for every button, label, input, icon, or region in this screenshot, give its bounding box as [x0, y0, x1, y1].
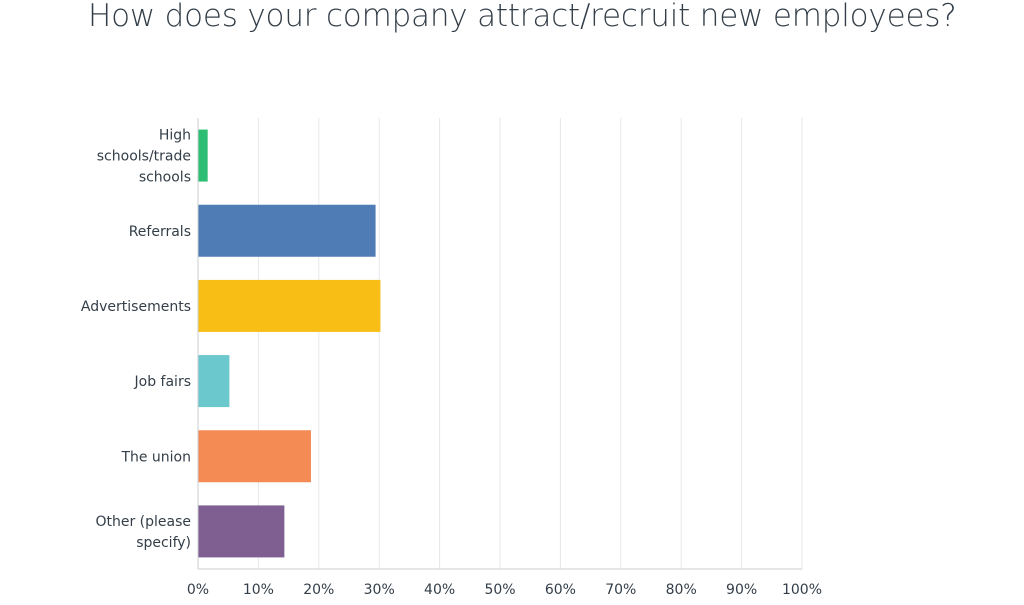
category-label-line: Advertisements [81, 299, 191, 315]
category-label: High schools/trade schools [97, 128, 191, 186]
category-label: The union [120, 449, 191, 465]
gridlines [257, 118, 803, 569]
chart-title: How does your company attract/recruit ne… [88, 0, 957, 34]
category-label-line: specify) [136, 535, 191, 551]
category-label-line: schools [139, 170, 191, 186]
bars [198, 129, 381, 558]
category-label-line: Referrals [129, 224, 191, 240]
bar-0 [198, 129, 208, 182]
category-label-line: The union [120, 449, 191, 465]
category-label-line: High [159, 128, 191, 144]
x-tick-label: 60% [545, 582, 576, 598]
x-tick-label: 50% [484, 582, 515, 598]
x-tick-label: 30% [364, 582, 395, 598]
category-label-line: Job fairs [134, 374, 191, 390]
x-tick-label: 0% [187, 582, 209, 598]
x-tick-label: 20% [303, 582, 334, 598]
x-tick-label: 70% [605, 582, 636, 598]
x-tick-label: 10% [243, 582, 274, 598]
category-label: Job fairs [134, 374, 191, 390]
category-labels: High schools/trade schools Referrals Adverti… [81, 128, 191, 551]
x-tick-label: 80% [666, 582, 697, 598]
x-tick-label: 90% [726, 582, 757, 598]
bar-3 [198, 355, 230, 408]
bar-1 [198, 204, 376, 257]
x-tick-label: 40% [424, 582, 455, 598]
category-label: Other (please specify) [95, 514, 191, 551]
category-label-line: schools/trade [97, 149, 191, 165]
category-label: Referrals [129, 224, 191, 240]
bar-2 [198, 279, 381, 332]
bar-5 [198, 505, 285, 558]
category-label-line: Other (please [95, 514, 191, 530]
category-label: Advertisements [81, 299, 191, 315]
x-tick-label: 100% [782, 582, 822, 598]
bar-4 [198, 430, 311, 483]
x-axis-ticks: 0% 10% 20% 30% 40% 50% 60% 70% 80% 90% 100% [187, 582, 822, 598]
